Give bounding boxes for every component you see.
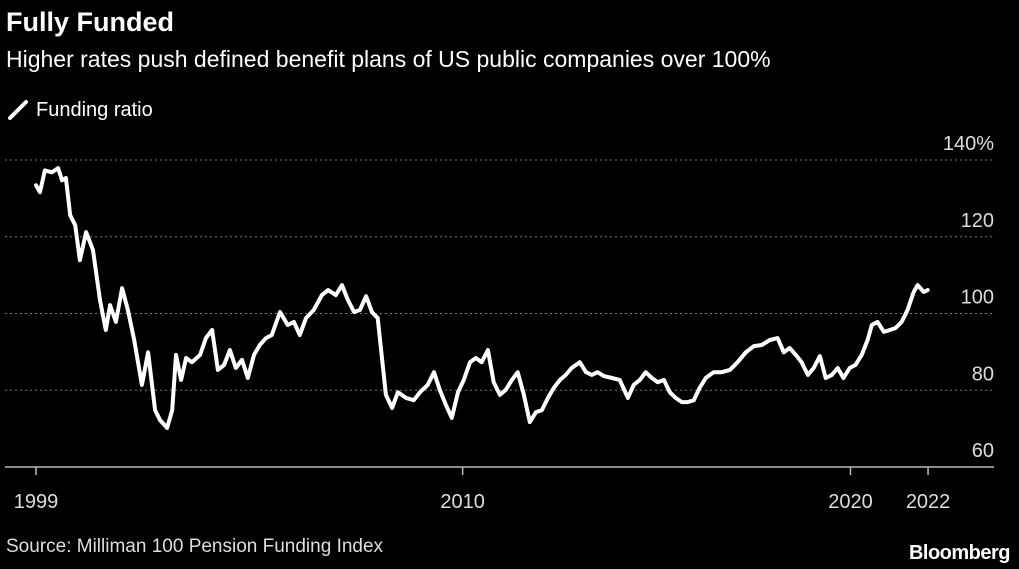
y-tick-label: 140% — [943, 133, 994, 155]
brand-logo: Bloomberg — [909, 542, 1010, 564]
x-tick-label: 2022 — [906, 491, 951, 513]
legend-label: Funding ratio — [36, 99, 153, 121]
x-tick-label: 2010 — [440, 491, 485, 513]
y-tick-label: 80 — [972, 363, 994, 385]
x-tick-label: 2020 — [828, 491, 873, 513]
y-tick-label: 120 — [961, 210, 994, 232]
legend-swatch — [8, 100, 28, 120]
y-tick-label: 60 — [972, 440, 994, 462]
source-note: Source: Milliman 100 Pension Funding Ind… — [6, 536, 384, 557]
data-line — [34, 166, 930, 430]
legend: Funding ratio — [8, 99, 153, 121]
chart-title: Fully Funded — [6, 7, 174, 37]
chart-subtitle: Higher rates push defined benefit plans … — [6, 46, 771, 72]
y-tick-label: 100 — [961, 287, 994, 309]
x-tick-label: 1999 — [14, 491, 59, 513]
